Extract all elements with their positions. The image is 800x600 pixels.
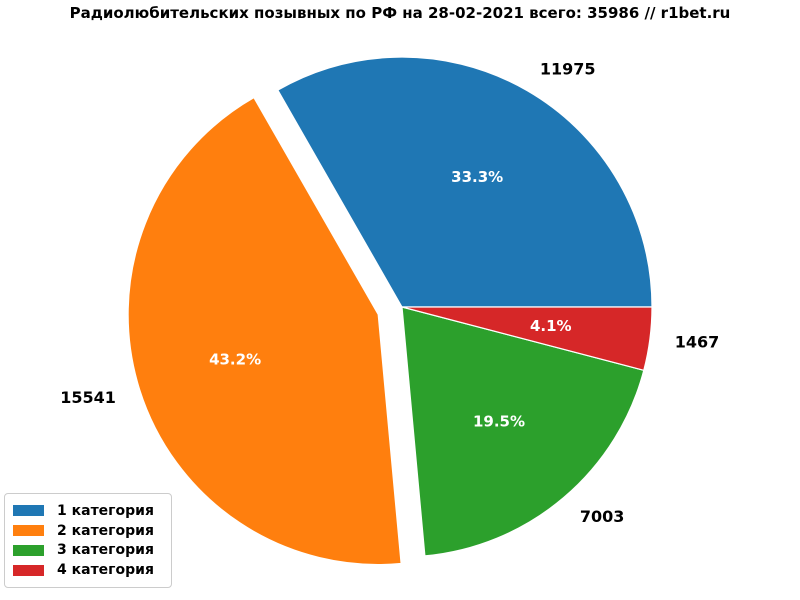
- legend-label: 4 категория: [57, 562, 154, 579]
- percent-label: 33.3%: [451, 168, 503, 186]
- legend-item-2-kategoriya: 2 категория: [13, 523, 161, 539]
- chart-title: Радиолюбительских позывных по РФ на 28-0…: [69, 4, 731, 22]
- legend-item-4-kategoriya: 4 категория: [13, 562, 161, 578]
- legend-item-3-kategoriya: 3 категория: [13, 542, 161, 558]
- legend-label: 3 категория: [57, 542, 154, 559]
- legend-swatch-icon: [13, 564, 44, 576]
- pie-slice-2-kategoriya: [127, 97, 402, 566]
- legend-label: 1 категория: [57, 502, 154, 519]
- percent-label: 19.5%: [473, 412, 525, 430]
- legend-swatch-icon: [13, 525, 44, 537]
- legend: 1 категория 2 категория 3 категория 4 катег…: [4, 493, 172, 588]
- pie-slice-3-kategoriya: [401, 306, 645, 557]
- percent-label: 4.1%: [530, 317, 572, 335]
- legend-item-1-kategoriya: 1 категория: [13, 503, 161, 519]
- value-label: 11975: [540, 60, 596, 79]
- legend-swatch-icon: [13, 544, 44, 556]
- pie-slice-4-kategoriya: [401, 306, 653, 371]
- value-label: 7003: [580, 507, 625, 526]
- legend-label: 2 категория: [57, 522, 154, 539]
- value-label: 1467: [675, 333, 720, 352]
- value-label: 15541: [60, 388, 116, 407]
- percent-label: 43.2%: [209, 351, 261, 369]
- legend-swatch-icon: [13, 505, 44, 517]
- pie-slice-1-kategoriya: [277, 56, 653, 308]
